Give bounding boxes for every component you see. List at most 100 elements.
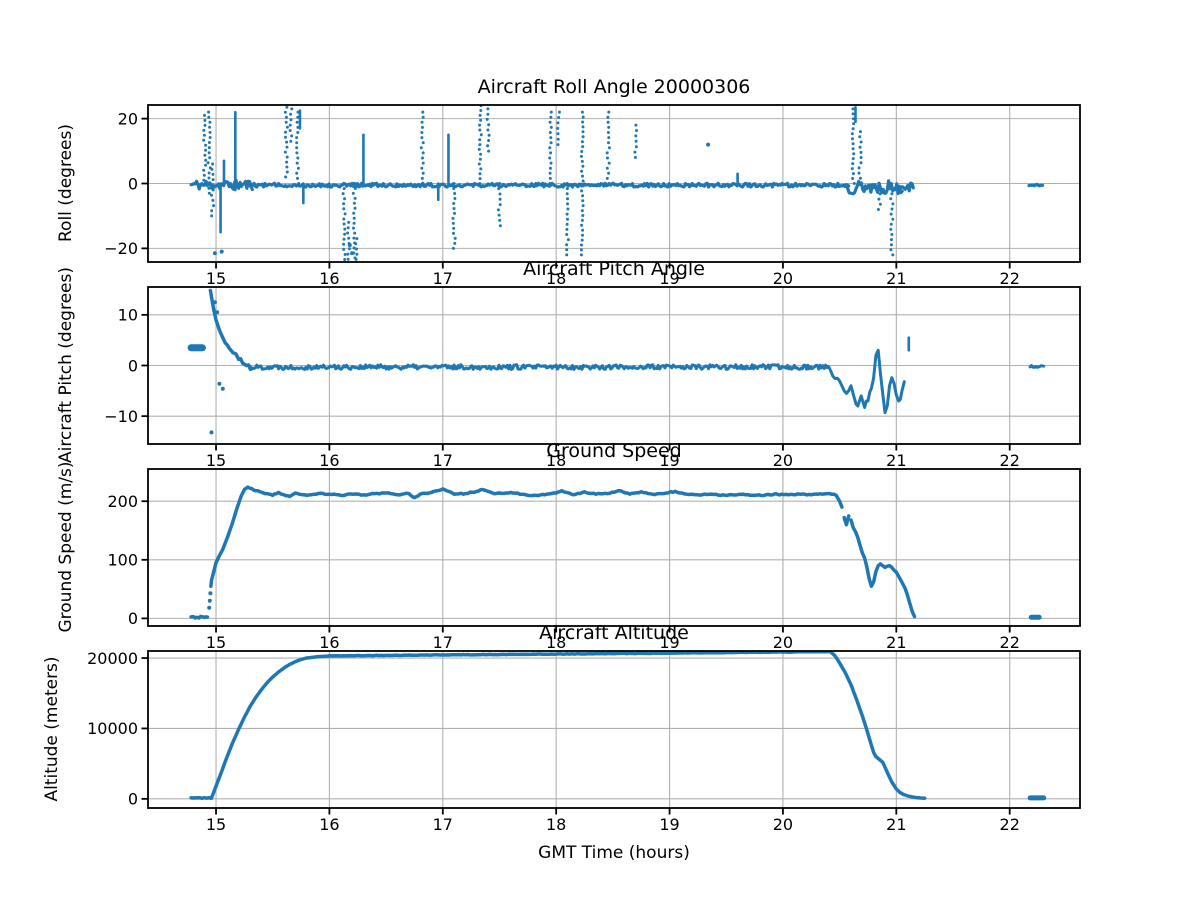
trace-dot xyxy=(889,243,893,247)
x-axis-label: GMT Time (hours) xyxy=(538,843,690,863)
trace-dot xyxy=(581,135,585,139)
trace-dot xyxy=(580,184,583,188)
trace-dot xyxy=(498,203,502,207)
trace-dot xyxy=(580,238,584,242)
y-tick-label: 0 xyxy=(128,609,138,628)
trace-dot xyxy=(580,159,584,163)
trace-dot xyxy=(479,118,483,122)
x-tick-label: 22 xyxy=(1000,451,1020,470)
trace-dot xyxy=(581,174,584,178)
trace-dot xyxy=(352,201,356,205)
trace-dot xyxy=(211,183,215,187)
trace-dot xyxy=(566,238,570,242)
data-series xyxy=(189,485,1042,620)
trace-dot xyxy=(210,167,214,171)
trace-dot xyxy=(202,138,206,142)
x-tick-label: 16 xyxy=(319,451,339,470)
trace-dot xyxy=(453,192,457,195)
trace-dot xyxy=(203,123,207,127)
trace-dot xyxy=(479,133,483,137)
trace-dot xyxy=(581,199,585,203)
data-series xyxy=(189,105,1045,262)
trace-dot xyxy=(204,163,208,167)
trace-dot xyxy=(204,148,208,152)
trace-dot xyxy=(581,214,585,217)
trace-noisy xyxy=(248,181,851,189)
trace-dot xyxy=(556,121,560,125)
trace-dot xyxy=(580,243,583,247)
trace-dot xyxy=(607,161,611,165)
x-tick-label: 17 xyxy=(433,451,453,470)
trace-dot xyxy=(878,192,882,196)
x-tick-label: 16 xyxy=(319,633,339,652)
trace-dot xyxy=(295,171,299,175)
trace-dot xyxy=(581,120,585,124)
trace-dot xyxy=(295,146,299,150)
trace-dot xyxy=(859,150,863,154)
trace-dot xyxy=(352,182,356,185)
trace-dot xyxy=(204,158,208,162)
trace-dot xyxy=(851,127,855,131)
trace-dot xyxy=(421,151,425,155)
data-series xyxy=(189,651,1047,801)
trace-noisy xyxy=(898,181,915,193)
trace-dot xyxy=(566,207,570,211)
trace-dot xyxy=(342,182,346,185)
y-tick-label: 20000 xyxy=(87,649,138,668)
trace-dot xyxy=(889,182,893,185)
trace-dot xyxy=(420,166,424,170)
trace-dot xyxy=(285,155,289,159)
trace-dot xyxy=(581,204,585,208)
trace-dot xyxy=(342,207,346,211)
trace-dot xyxy=(346,231,350,235)
trace-noisy xyxy=(1028,364,1046,369)
trace-dot xyxy=(479,109,483,112)
trace-dot xyxy=(452,231,455,235)
trace-dot xyxy=(347,236,351,240)
trace-dot xyxy=(420,120,424,124)
trace-dot xyxy=(209,430,214,435)
trace-dot xyxy=(452,202,456,205)
trace-dot xyxy=(581,125,585,129)
trace-dot xyxy=(548,156,552,160)
trace-dot xyxy=(487,123,491,127)
trace-dot xyxy=(580,110,584,114)
trace-dot xyxy=(851,157,855,161)
trace-dot xyxy=(579,248,583,252)
trace-dot xyxy=(579,154,583,158)
trace-dot xyxy=(549,115,553,119)
subplot-altitude-title: Aircraft Altitude xyxy=(539,622,689,644)
trace-dot xyxy=(421,156,424,160)
trace-dot xyxy=(478,143,482,147)
trace-dot xyxy=(634,139,638,143)
trace-dot xyxy=(342,202,346,206)
trace-dot xyxy=(451,221,455,225)
trace-dot xyxy=(211,178,215,182)
x-tick-label: 18 xyxy=(546,451,566,470)
trace-dot xyxy=(851,107,855,111)
trace-dot xyxy=(486,107,490,111)
trace-dot xyxy=(202,128,206,132)
trace-dot xyxy=(452,207,456,210)
subplot-1: 15 16 17 18 19 20 21 22 −10 0 10 xyxy=(104,286,1081,470)
trace-dot xyxy=(285,105,289,109)
trace-dot xyxy=(342,247,346,251)
x-tick-label: 21 xyxy=(886,269,906,288)
trace-dot xyxy=(565,222,569,226)
trace-dot xyxy=(496,208,500,212)
trace-dot xyxy=(353,231,357,235)
trace-dot xyxy=(285,125,289,129)
trace-dot xyxy=(859,161,863,165)
y-tick-label: 0 xyxy=(128,174,138,193)
trace-dot xyxy=(852,152,856,156)
trace-dot xyxy=(479,152,483,156)
trace-dot xyxy=(580,218,584,222)
trace-dot xyxy=(285,140,289,144)
trace-dot xyxy=(210,214,214,218)
trace-dot xyxy=(478,123,482,127)
trace-dot xyxy=(207,141,211,144)
trace-line xyxy=(828,651,927,800)
trace-dot xyxy=(858,135,862,139)
trace-dot xyxy=(420,125,424,129)
